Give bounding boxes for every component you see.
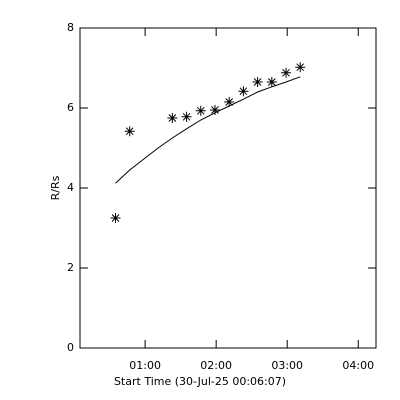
y-tick-label: 2 <box>67 261 74 274</box>
x-axis-label: Start Time (30-Jul-25 00:06:07) <box>114 375 286 388</box>
data-point <box>167 113 178 123</box>
data-point <box>110 213 121 223</box>
x-tick-label: 02:00 <box>200 359 232 372</box>
data-point <box>266 77 277 87</box>
x-tick-label: 01:00 <box>129 359 161 372</box>
plot-frame <box>79 27 377 349</box>
y-axis-label: R/Rs <box>49 175 62 200</box>
y-tick-label: 6 <box>67 101 74 114</box>
y-tick-label: 8 <box>67 21 74 34</box>
y-tick-label: 4 <box>67 181 74 194</box>
data-point <box>238 86 249 97</box>
x-tick-label: 04:00 <box>342 359 374 372</box>
data-point <box>252 77 263 87</box>
data-point <box>281 67 292 78</box>
data-point <box>181 111 192 122</box>
data-point <box>195 105 206 116</box>
data-point <box>224 97 235 107</box>
data-point <box>209 105 220 115</box>
y-tick-label: 0 <box>67 341 74 354</box>
data-point <box>124 126 135 137</box>
x-tick-label: 03:00 <box>271 359 303 372</box>
fit-line <box>115 76 301 184</box>
data-point <box>295 62 306 73</box>
